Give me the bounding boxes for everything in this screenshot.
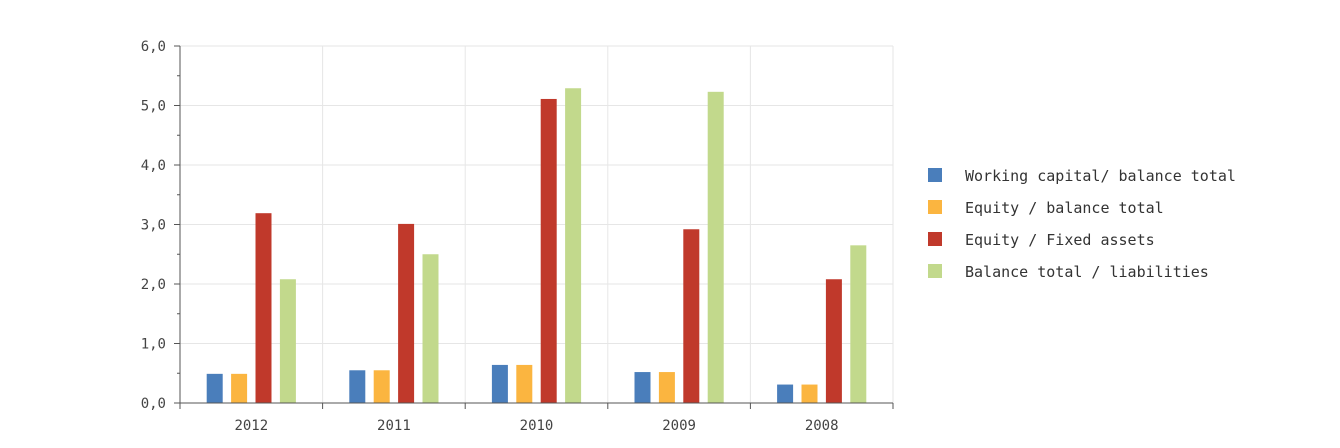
legend: Working capital/ balance total Equity / b…: [928, 167, 1236, 281]
bar: [634, 372, 651, 403]
bar: [373, 370, 390, 403]
x-tick-label: 2010: [520, 418, 554, 434]
bar: [349, 370, 366, 403]
legend-label: Equity / balance total: [965, 199, 1164, 217]
y-tick-label: 5,0: [141, 99, 166, 115]
bar: [707, 91, 724, 403]
grid-lines: [180, 45, 894, 404]
x-tick-label: 2008: [805, 418, 839, 434]
y-tick-labels: 0,0 1,0 2,0 3,0 4,0 5,0 6,0: [141, 39, 166, 412]
bar: [565, 88, 582, 404]
bar: [231, 373, 248, 403]
bar: [658, 372, 675, 403]
x-tick-labels: 2012 2011 2010 2009 2008: [234, 418, 838, 434]
legend-label: Balance total / liabilities: [965, 263, 1209, 281]
y-tick-label: 1,0: [141, 337, 166, 353]
axes: [174, 45, 894, 409]
legend-swatch: [928, 168, 942, 182]
bar: [206, 373, 223, 403]
bar: [422, 254, 439, 403]
x-tick-label: 2009: [662, 418, 696, 434]
bar: [398, 223, 415, 403]
bar: [683, 229, 700, 403]
bar: [777, 384, 794, 403]
bars-group: [206, 88, 867, 404]
y-tick-label: 4,0: [141, 158, 166, 174]
y-tick-label: 3,0: [141, 218, 166, 234]
legend-swatch: [928, 232, 942, 246]
bar: [540, 98, 557, 403]
y-tick-label: 6,0: [141, 39, 166, 55]
bar: [825, 279, 842, 403]
bar: [516, 364, 533, 403]
bar: [850, 245, 867, 403]
bar: [801, 384, 818, 403]
x-tick-label: 2012: [234, 418, 268, 434]
legend-swatch: [928, 264, 942, 278]
legend-label: Working capital/ balance total: [965, 167, 1236, 185]
bar: [491, 364, 508, 403]
legend-swatch: [928, 200, 942, 214]
y-tick-label: 2,0: [141, 277, 166, 293]
bar: [255, 213, 272, 403]
x-tick-label: 2011: [377, 418, 411, 434]
y-tick-label: 0,0: [141, 396, 166, 412]
legend-label: Equity / Fixed assets: [965, 231, 1155, 249]
bar: [279, 279, 296, 403]
